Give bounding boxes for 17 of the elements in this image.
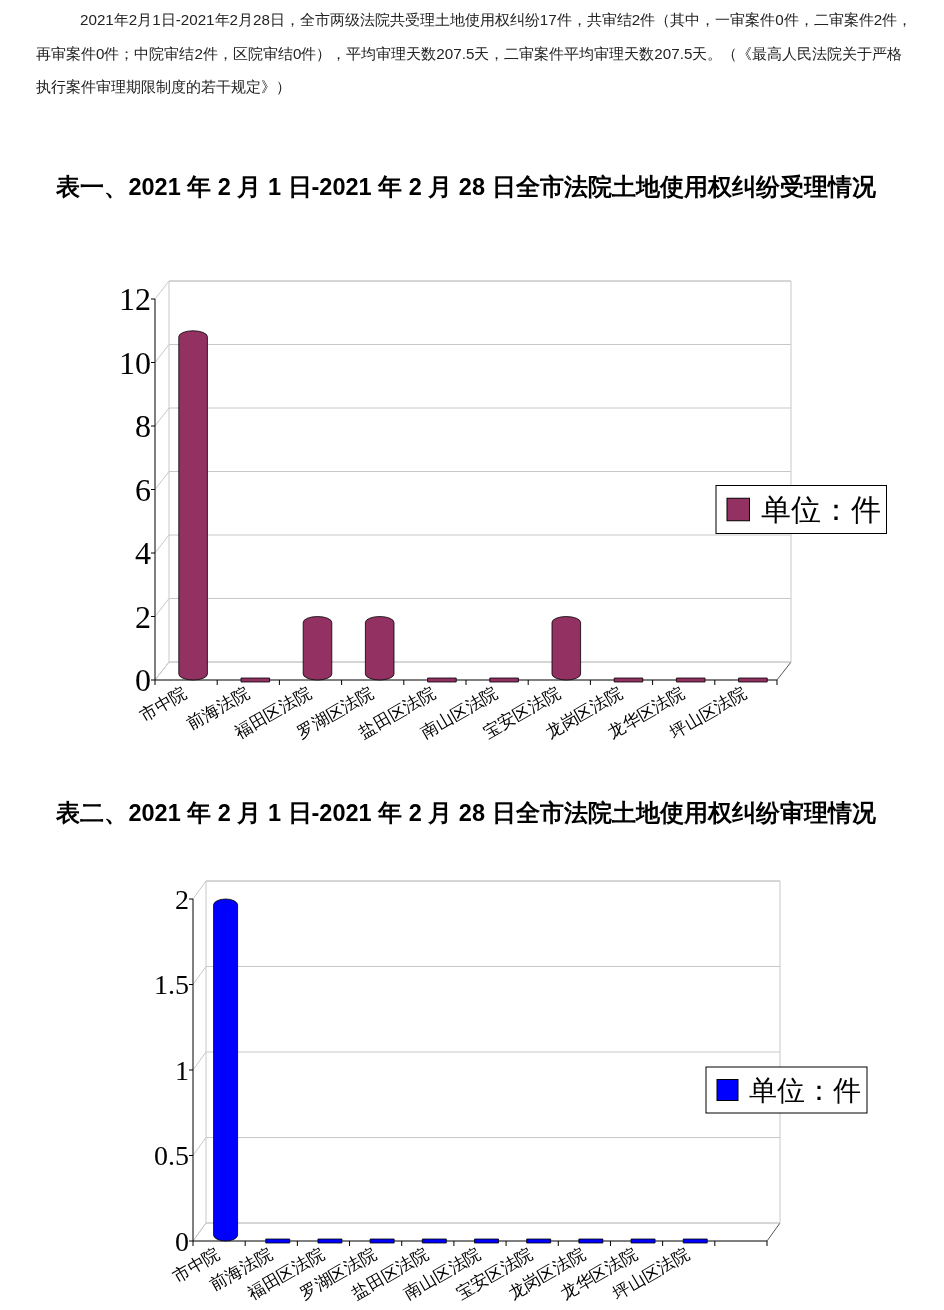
legend-label: 单位：件 (760, 493, 881, 526)
y-tick-label: 4 (135, 535, 151, 571)
legend-label: 单位：件 (749, 1074, 861, 1106)
y-tick-label: 0 (175, 1225, 189, 1257)
y-tick-label: 1.5 (154, 969, 189, 1000)
y-tick-label: 6 (135, 471, 151, 508)
y-tick-label: 8 (135, 408, 151, 444)
y-tick-label: 10 (119, 344, 151, 381)
y-tick-label: 2 (175, 883, 189, 915)
text: 2021年2月1日-2021年2月28日，全市两级法院共受理土地使用权纠纷17件，共审结2件（其中，一审案件0件，二审案件2件，再审案件0件；中院审结2件，区院审结0件），平均审理天数207.5天，二审案件平均审理天数207.5天。（《最高人民法院关于严格执行案件审理期限制度的若干规定》） (36, 10, 914, 97)
y-tick-label: 2 (135, 598, 151, 635)
chart-title: 表一、2021 年 2 月 1 日-2021 年 2 月 28 日全市法院土地使用权纠纷受理情况 (55, 174, 877, 200)
chart-title: 表二、2021 年 2 月 1 日-2021 年 2 月 28 日全市法院土地使用权纠纷审理情况 (55, 799, 877, 826)
y-tick-label: 0.5 (154, 1140, 189, 1171)
y-tick-label: 1 (175, 1054, 189, 1086)
y-tick-label: 0 (135, 662, 151, 698)
y-tick-label: 12 (119, 281, 151, 317)
